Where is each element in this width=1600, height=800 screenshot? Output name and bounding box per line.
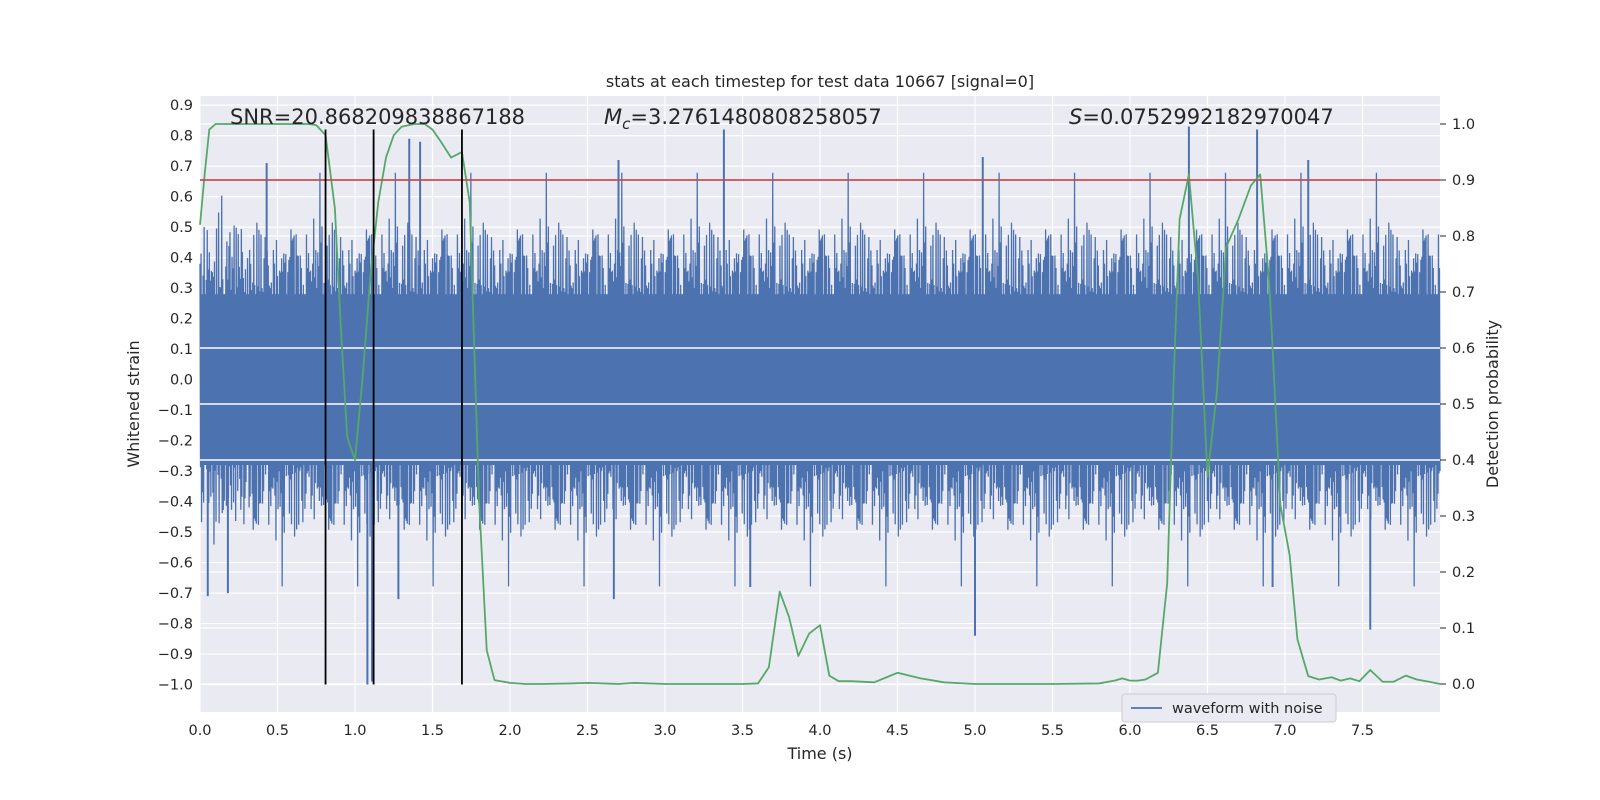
- y-left-tick-label: −0.7: [158, 586, 193, 602]
- x-tick-label: 0.5: [266, 723, 289, 739]
- y-left-tick-label: 0.6: [170, 190, 193, 206]
- y-left-tick-label: −0.4: [158, 495, 193, 511]
- x-tick-label: 1.5: [421, 723, 444, 739]
- x-tick-label: 6.5: [1196, 723, 1219, 739]
- x-tick-label: 4.0: [808, 723, 831, 739]
- tick-labels: 0.0 0.5 1.0 1.5 2.0 2.5 3.0 3.5 4.0 4.5 5.0 5.5 6.0 6…: [158, 98, 1475, 739]
- x-axis-label: Time (s): [786, 744, 852, 763]
- y-left-tick-label: 0.3: [170, 281, 193, 297]
- y-right-tick-label: 0.9: [1452, 173, 1475, 189]
- y-left-tick-label: −0.1: [158, 403, 193, 419]
- mc-symbol: M: [604, 105, 622, 129]
- y-right-tick-label: 1.0: [1452, 117, 1475, 133]
- x-tick-label: 1.0: [343, 723, 366, 739]
- y-left-tick-label: −0.8: [158, 617, 193, 633]
- x-tick-label: 5.0: [963, 723, 986, 739]
- y-right-tick-label: 0.0: [1452, 677, 1475, 693]
- mc-value: =3.2761480808258057: [630, 105, 881, 129]
- y-left-tick-label: 0.9: [170, 98, 193, 114]
- legend-box: [1121, 693, 1337, 723]
- y-left-tick-label: 0.8: [170, 129, 193, 145]
- x-tick-label: 3.0: [653, 723, 676, 739]
- x-tick-label: 0.0: [188, 723, 211, 739]
- s-statistic-annotation: S=0.0752992182970047: [1069, 105, 1334, 129]
- waveform-series: [199, 126, 1441, 685]
- y-left-tick-label: 0.0: [170, 373, 193, 389]
- y-right-tick-label: 0.4: [1452, 453, 1475, 469]
- legend: waveform with noise: [1121, 693, 1337, 723]
- y-right-tick-label: 0.6: [1452, 341, 1475, 357]
- legend-label-waveform: waveform with noise: [1172, 701, 1323, 717]
- y-left-tick-label: −0.5: [158, 525, 193, 541]
- chirp-mass-annotation: Mc=3.2761480808258057: [604, 105, 882, 133]
- y-right-tick-label: 0.1: [1452, 621, 1475, 637]
- chart-title: stats at each timestep for test data 106…: [606, 72, 1034, 91]
- snr-annotation: SNR=20.868209838867188: [230, 105, 525, 129]
- y-right-tick-label: 0.7: [1452, 285, 1475, 301]
- y-right-tick-label: 0.8: [1452, 229, 1475, 245]
- y-left-tick-label: −0.6: [158, 556, 193, 572]
- x-tick-label: 7.0: [1273, 723, 1296, 739]
- waveform-core-band: [200, 294, 1440, 465]
- y-right-tick-label: 0.3: [1452, 509, 1475, 525]
- y-left-tick-label: −0.2: [158, 434, 193, 450]
- x-tick-label: 2.0: [498, 723, 521, 739]
- y-axis-left-label: Whitened strain: [124, 340, 143, 467]
- x-tick-label: 5.5: [1041, 723, 1064, 739]
- y-left-tick-label: 0.5: [170, 220, 193, 236]
- y-left-tick-label: 0.2: [170, 312, 193, 328]
- x-tick-label: 4.5: [886, 723, 909, 739]
- y-left-tick-label: −0.9: [158, 647, 193, 663]
- y-right-tick-label: 0.5: [1452, 397, 1475, 413]
- y-left-tick-label: −1.0: [158, 678, 193, 694]
- y-left-tick-label: −0.3: [158, 464, 193, 480]
- y-left-tick-label: 0.1: [170, 342, 193, 358]
- probability-series: [199, 123, 1441, 685]
- x-tick-label: 7.5: [1351, 723, 1374, 739]
- y-axis-right-label: Detection probability: [1483, 320, 1502, 488]
- s-symbol: S: [1069, 105, 1082, 129]
- x-tick-label: 6.0: [1118, 723, 1141, 739]
- y-left-tick-label: 0.4: [170, 251, 193, 267]
- x-tick-label: 3.5: [731, 723, 754, 739]
- s-value: =0.0752992182970047: [1082, 105, 1333, 129]
- series-line-detection-probability: [199, 123, 1441, 685]
- y-left-tick-label: 0.7: [170, 159, 193, 175]
- mc-subscript: c: [622, 115, 631, 133]
- y-right-tick-label: 0.2: [1452, 565, 1475, 581]
- x-tick-label: 2.5: [576, 723, 599, 739]
